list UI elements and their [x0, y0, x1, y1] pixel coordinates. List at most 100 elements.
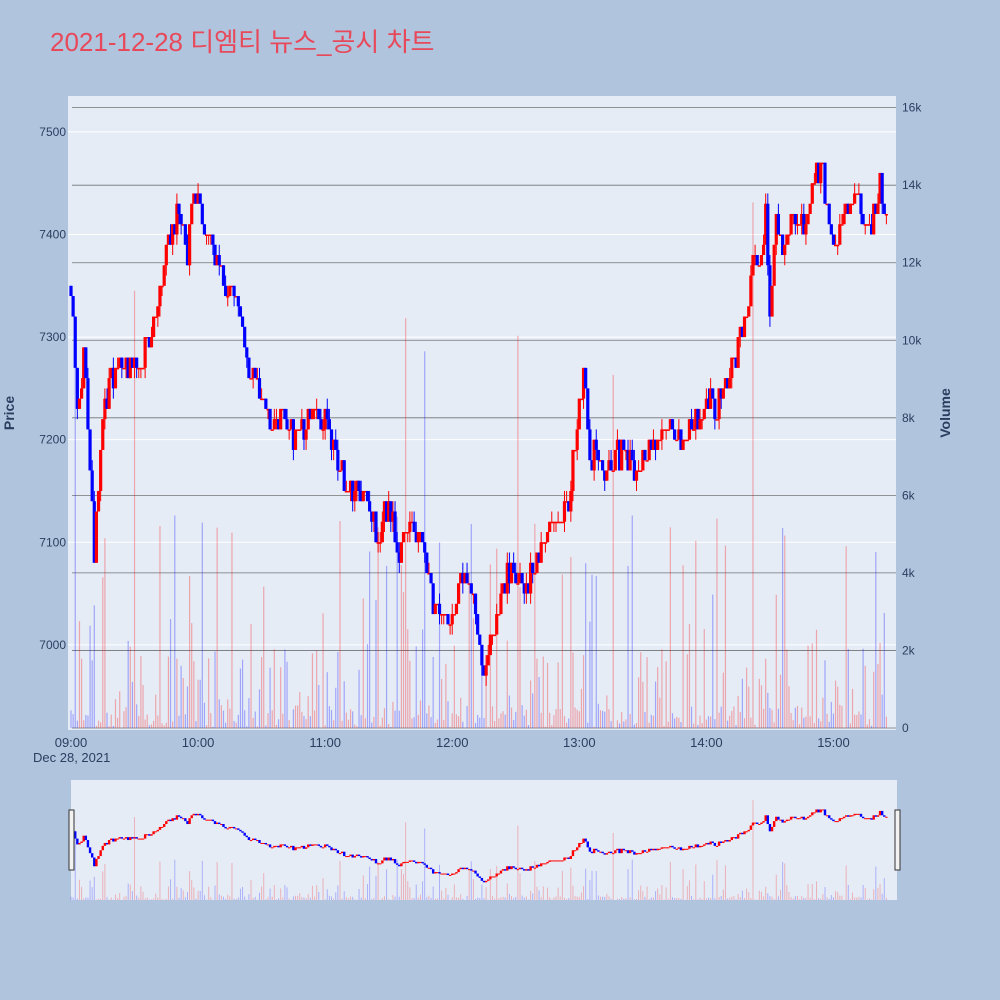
candle-body	[543, 542, 548, 544]
slider-candle	[563, 857, 566, 861]
slider-volume-bar	[150, 899, 152, 900]
slider-candle	[794, 816, 797, 819]
slider-candle	[772, 821, 776, 827]
slider-candle	[459, 867, 462, 870]
candle-body	[215, 255, 219, 266]
slider-volume-bar	[242, 887, 244, 900]
slider-candle	[717, 841, 721, 846]
volume-bar	[720, 706, 722, 728]
slider-candle	[209, 819, 212, 821]
range-slider-right-handle[interactable]	[894, 809, 901, 871]
volume-bar	[784, 535, 786, 728]
slider-candle	[853, 813, 856, 816]
slider-candle	[700, 845, 704, 847]
slider-volume-bar	[119, 893, 121, 900]
candle-body	[361, 490, 365, 502]
slider-candle	[800, 816, 803, 819]
slider-candle	[436, 872, 439, 874]
volume-bar	[582, 655, 585, 728]
slider-volume-bar	[765, 886, 767, 900]
slider-candle	[80, 841, 83, 843]
slider-candle	[355, 854, 359, 857]
volume-bar	[661, 649, 663, 728]
candle-body	[249, 378, 253, 380]
slider-candle	[376, 863, 380, 865]
slider-volume-bar	[307, 893, 309, 900]
candle-body	[764, 203, 768, 245]
slider-volume-bar	[78, 879, 80, 900]
slider-volume-bar	[89, 880, 91, 900]
slider-candle	[671, 845, 674, 848]
slider-volume-bar	[521, 895, 523, 900]
candle-body	[245, 347, 249, 358]
slider-candle	[548, 860, 551, 862]
volume-bar	[680, 722, 682, 728]
slider-candle	[874, 815, 878, 817]
slider-volume-bar	[530, 890, 532, 900]
candle-body	[713, 398, 717, 420]
volume-bar	[394, 710, 396, 728]
slider-candle	[626, 850, 630, 854]
slider-volume-bar	[616, 898, 618, 900]
range-slider-left-handle[interactable]	[68, 809, 75, 871]
slider-candle	[173, 818, 176, 820]
slider-volume-bar	[547, 887, 549, 900]
slider-volume-bar	[278, 898, 280, 900]
candle-body	[338, 470, 342, 472]
slider-candle	[391, 858, 395, 861]
volume-bar	[597, 703, 599, 728]
slider-candle	[696, 844, 700, 848]
slider-volume-bar	[483, 898, 485, 900]
slider-candle	[315, 844, 318, 846]
volume-bar	[330, 709, 333, 728]
slider-volume-bar	[475, 899, 477, 900]
candle-body	[567, 501, 571, 512]
slider-volume-bar	[627, 869, 629, 900]
volume-bar	[477, 714, 479, 728]
volume-bar	[587, 722, 589, 728]
candle-body	[590, 460, 594, 471]
slider-volume-bar	[549, 897, 551, 900]
range-slider-preview	[69, 800, 888, 900]
slider-candle	[648, 848, 651, 852]
volume-bar	[322, 613, 324, 728]
slider-candle	[101, 845, 104, 851]
candle-body	[482, 665, 486, 676]
slider-volume-bar	[648, 899, 650, 900]
slider-candle	[645, 851, 649, 853]
slider-candle	[330, 847, 333, 851]
slider-candle	[825, 815, 829, 817]
time-tick-label: 13:00	[563, 735, 596, 750]
slider-volume-bar	[352, 896, 354, 900]
slider-candle	[690, 845, 693, 848]
candle-body	[872, 203, 876, 235]
volume-bar	[95, 725, 98, 728]
slider-volume-bar	[445, 887, 447, 900]
slider-volume-bar	[252, 898, 254, 900]
candle-body	[376, 542, 380, 544]
slider-volume-bar	[536, 886, 538, 900]
slider-volume-bar	[413, 897, 415, 900]
volume-bar	[500, 713, 502, 728]
slider-candle	[463, 867, 467, 870]
slider-candle	[296, 847, 299, 849]
volume-bar	[737, 695, 739, 728]
slider-candle	[232, 826, 236, 829]
slider-volume-bar	[710, 897, 712, 900]
candle-body	[156, 306, 160, 317]
slider-volume-bar	[496, 865, 498, 900]
volume-bar	[517, 335, 519, 728]
slider-candle	[251, 838, 255, 841]
volume-bar	[104, 538, 106, 728]
range-slider[interactable]	[71, 780, 897, 900]
slider-volume-bar	[239, 888, 241, 900]
slider-volume-bar	[674, 898, 676, 900]
volume-bar	[326, 672, 328, 728]
slider-candle	[487, 879, 490, 881]
volume-bar	[271, 710, 273, 728]
slider-volume-bar	[218, 894, 220, 900]
candle-body	[92, 501, 96, 563]
slider-volume-bar	[170, 879, 172, 900]
volume-bar	[392, 701, 394, 728]
